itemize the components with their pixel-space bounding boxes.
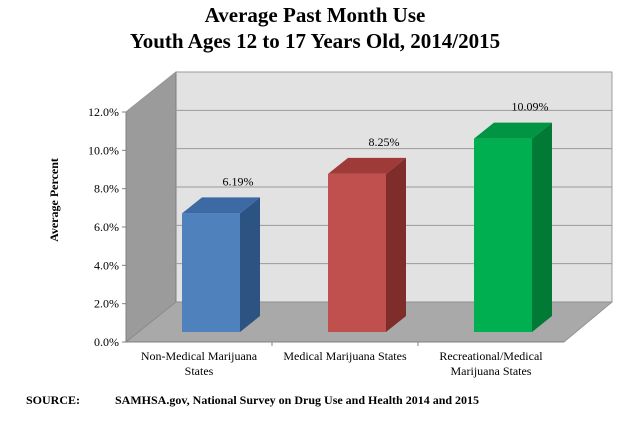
x-tick-label: Recreational/Medical Marijuana States: [439, 349, 543, 378]
x-tick-label-line: Marijuana States: [451, 364, 532, 378]
gridline-side: [125, 148, 177, 190]
source-label: SOURCE:: [26, 393, 81, 407]
y-tick-label: 4.0%: [94, 258, 119, 272]
data-label: 6.19%: [223, 174, 254, 188]
bar-front: [474, 138, 532, 332]
x-tick-label-line: States: [185, 364, 214, 378]
chart-subtitle: Youth Ages 12 to 17 Years Old, 2014/2015: [129, 29, 501, 53]
bar-side: [532, 122, 552, 332]
y-axis: 0.0% 2.0% 4.0% 6.0% 8.0% 10.0% 12.0%: [88, 105, 127, 349]
x-tick-label-line: Medical Marijuana States: [283, 349, 407, 363]
y-tick-label: 12.0%: [88, 105, 119, 119]
bar-1: [182, 197, 260, 332]
bar-front: [182, 213, 240, 332]
data-label: 8.25%: [369, 135, 400, 149]
gridline-side: [125, 186, 177, 228]
source-text: SAMHSA.gov, National Survey on Drug Use …: [115, 393, 480, 407]
y-tick-label: 8.0%: [94, 182, 119, 196]
bar-front: [328, 173, 386, 332]
y-axis-label: Average Percent: [47, 158, 61, 242]
gridline-side: [125, 71, 177, 113]
chart-title: Average Past Month Use: [204, 3, 426, 27]
gridline-side: [125, 263, 177, 305]
x-tick-label: Medical Marijuana States: [283, 349, 407, 363]
gridline-side: [125, 109, 177, 151]
y-tick-label: 10.0%: [88, 143, 119, 157]
data-labels: 6.19% 8.25% 10.09%: [223, 100, 549, 189]
bar-2: [328, 157, 406, 332]
y-tick-label: 6.0%: [94, 220, 119, 234]
bar-top: [474, 122, 552, 139]
bar-side: [386, 157, 406, 332]
gridline-side: [125, 224, 177, 266]
bar-side: [240, 197, 260, 332]
bar-3: [474, 122, 552, 332]
data-label: 10.09%: [512, 100, 549, 114]
bars: [182, 122, 552, 332]
x-axis: Non-Medical Marijuana States Medical Marij…: [126, 341, 564, 378]
bar-top: [182, 197, 260, 214]
y-tick-label: 2.0%: [94, 297, 119, 311]
x-tick-label-line: Non-Medical Marijuana: [141, 349, 258, 363]
x-tick-label-line: Recreational/Medical: [439, 349, 543, 363]
y-tick-label: 0.0%: [94, 335, 119, 349]
bar-chart: 0.0% 2.0% 4.0% 6.0% 8.0% 10.0% 12.0% Non-Medic…: [47, 71, 614, 378]
x-tick-label: Non-Medical Marijuana States: [141, 349, 258, 378]
bar-top: [328, 157, 406, 174]
